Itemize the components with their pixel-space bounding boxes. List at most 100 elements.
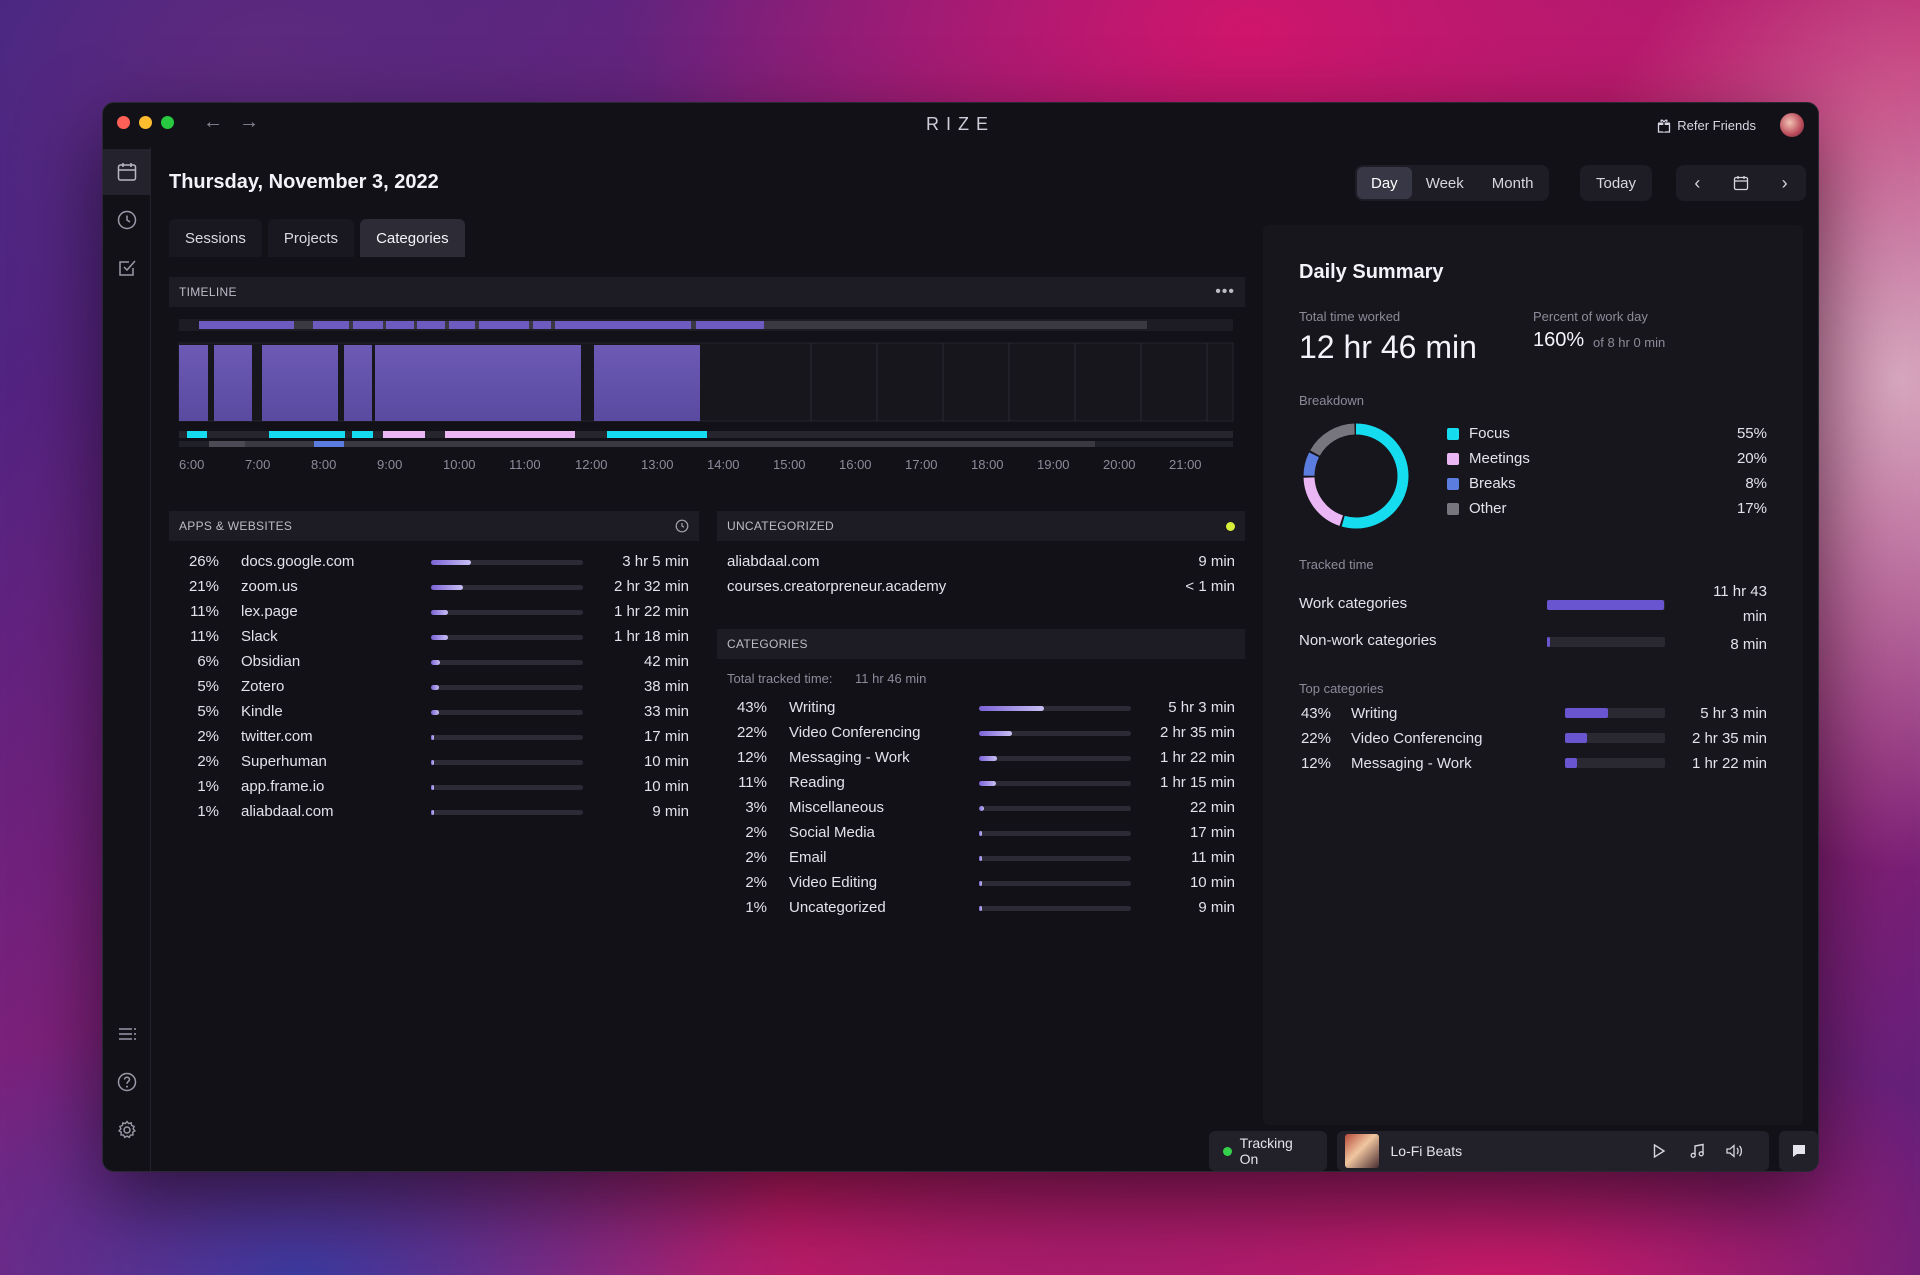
tab-projects[interactable]: Projects <box>267 219 355 257</box>
view-tabs: Sessions Projects Categories <box>169 219 465 257</box>
app-name[interactable]: aliabdaal.com <box>241 803 334 820</box>
category-name[interactable]: Miscellaneous <box>789 799 885 816</box>
range-week-button[interactable]: Week <box>1425 174 1464 192</box>
category-name[interactable]: Writing <box>789 699 836 716</box>
app-name[interactable]: docs.google.com <box>241 553 355 570</box>
app-percent: 11% <box>190 603 219 620</box>
play-icon[interactable] <box>1651 1143 1667 1159</box>
range-month-button[interactable]: Month <box>1491 174 1534 192</box>
category-name[interactable]: Social Media <box>789 824 875 841</box>
sidebar-settings-button[interactable] <box>103 1107 151 1153</box>
back-arrow-icon[interactable]: ← <box>203 111 223 133</box>
top-category-percent: 22% <box>1300 730 1331 747</box>
timeline-hour-label: 6:00 <box>179 457 204 472</box>
sidebar-tasks-button[interactable] <box>103 245 151 291</box>
tab-sessions[interactable]: Sessions <box>169 219 262 257</box>
avatar[interactable] <box>1780 113 1804 137</box>
app-name[interactable]: Superhuman <box>241 753 327 770</box>
timeline-hour-label: 18:00 <box>971 457 1004 472</box>
timeline-hour-label: 9:00 <box>377 457 402 472</box>
zoom-window-button[interactable] <box>161 116 174 129</box>
timeline-header: TIMELINE ••• <box>169 277 1245 307</box>
tracked-bar-track <box>1547 600 1665 610</box>
legend-swatch <box>1447 453 1459 465</box>
minimize-window-button[interactable] <box>139 116 152 129</box>
timeline-hour-label: 21:00 <box>1169 457 1202 472</box>
app-name[interactable]: Zotero <box>241 678 285 695</box>
refer-friends-label: Refer Friends <box>1677 118 1756 133</box>
top-categories-label: Top categories <box>1299 681 1384 696</box>
app-name[interactable]: zoom.us <box>241 578 298 595</box>
categories-header: CATEGORIES <box>717 629 1245 659</box>
sidebar-help-button[interactable] <box>103 1059 151 1105</box>
category-percent: 43% <box>736 699 767 716</box>
breakdown-donut <box>1303 423 1409 529</box>
tracked-bar-fill <box>1547 600 1664 610</box>
category-bar-fill <box>979 881 983 886</box>
app-percent: 2% <box>197 728 219 745</box>
tracking-status-dot <box>1223 1146 1232 1156</box>
refer-friends-button[interactable]: Refer Friends <box>1657 118 1756 133</box>
category-name[interactable]: Video Editing <box>789 874 878 891</box>
uncategorized-name[interactable]: courses.creatorpreneur.academy <box>727 578 947 595</box>
range-day-button[interactable]: Day <box>1357 167 1412 199</box>
category-name[interactable]: Reading <box>789 774 845 791</box>
app-name[interactable]: lex.page <box>241 603 298 620</box>
app-bar-track <box>431 810 583 815</box>
top-category-name[interactable]: Writing <box>1351 705 1398 722</box>
app-bar-fill <box>431 660 441 665</box>
sidebar-list-button[interactable] <box>103 1011 151 1057</box>
tracked-bar-track <box>1547 637 1665 647</box>
app-percent: 21% <box>188 578 219 595</box>
categories-title: CATEGORIES <box>727 637 808 651</box>
category-name[interactable]: Uncategorized <box>789 899 886 916</box>
timeline-hour-label: 8:00 <box>311 457 336 472</box>
sidebar-calendar-button[interactable] <box>103 149 151 195</box>
category-name[interactable]: Messaging - Work <box>789 749 910 766</box>
history-clock-icon[interactable] <box>675 519 689 533</box>
app-percent: 5% <box>197 703 219 720</box>
app-bar-track <box>431 785 583 790</box>
gear-icon <box>118 1120 136 1139</box>
app-percent: 5% <box>197 678 219 695</box>
chevron-left-icon[interactable]: ‹ <box>1694 172 1701 193</box>
app-bar-fill <box>431 685 439 690</box>
volume-icon[interactable] <box>1725 1143 1743 1159</box>
category-bar-track <box>979 706 1131 711</box>
tab-categories[interactable]: Categories <box>360 219 465 257</box>
sidebar-history-button[interactable] <box>103 197 151 243</box>
category-name[interactable]: Email <box>789 849 827 866</box>
music-note-icon[interactable] <box>1689 1143 1705 1159</box>
app-name[interactable]: app.frame.io <box>241 778 325 795</box>
app-name[interactable]: Slack <box>241 628 278 645</box>
chevron-right-icon[interactable]: › <box>1781 172 1788 193</box>
app-name[interactable]: Kindle <box>241 703 283 720</box>
uncategorized-name[interactable]: aliabdaal.com <box>727 553 820 570</box>
category-bar-track <box>979 906 1131 911</box>
close-window-button[interactable] <box>117 116 130 129</box>
category-name[interactable]: Video Conferencing <box>789 724 921 741</box>
category-time: 1 hr 15 min <box>1159 774 1235 791</box>
app-bar-track <box>431 685 583 690</box>
calendar-picker-icon[interactable] <box>1733 175 1749 191</box>
donut-slice-focus <box>1303 423 1409 529</box>
category-bar-fill <box>979 781 996 786</box>
category-bar-track <box>979 756 1131 761</box>
more-icon[interactable]: ••• <box>1215 283 1235 300</box>
date-nav: ‹ › <box>1676 165 1806 201</box>
tracked-time-label: Tracked time <box>1299 557 1374 572</box>
top-category-name[interactable]: Video Conferencing <box>1351 730 1483 747</box>
app-bar-fill <box>431 585 463 590</box>
top-category-name[interactable]: Messaging - Work <box>1351 755 1472 772</box>
forward-arrow-icon[interactable]: → <box>239 111 259 133</box>
app-name[interactable]: twitter.com <box>241 728 313 745</box>
sidebar <box>103 147 151 1171</box>
clock-icon <box>117 210 137 230</box>
tracking-toggle[interactable]: Tracking On <box>1209 1131 1327 1171</box>
timeline-hour-labels: 6:00 7:00 8:00 9:00 10:00 11:00 12:00 13:00 14:0… <box>179 457 1202 472</box>
app-time: 10 min <box>643 753 689 770</box>
legend-label: Focus <box>1469 425 1510 442</box>
today-button[interactable]: Today <box>1596 174 1637 192</box>
chat-button[interactable] <box>1779 1131 1818 1171</box>
app-name[interactable]: Obsidian <box>241 653 301 670</box>
